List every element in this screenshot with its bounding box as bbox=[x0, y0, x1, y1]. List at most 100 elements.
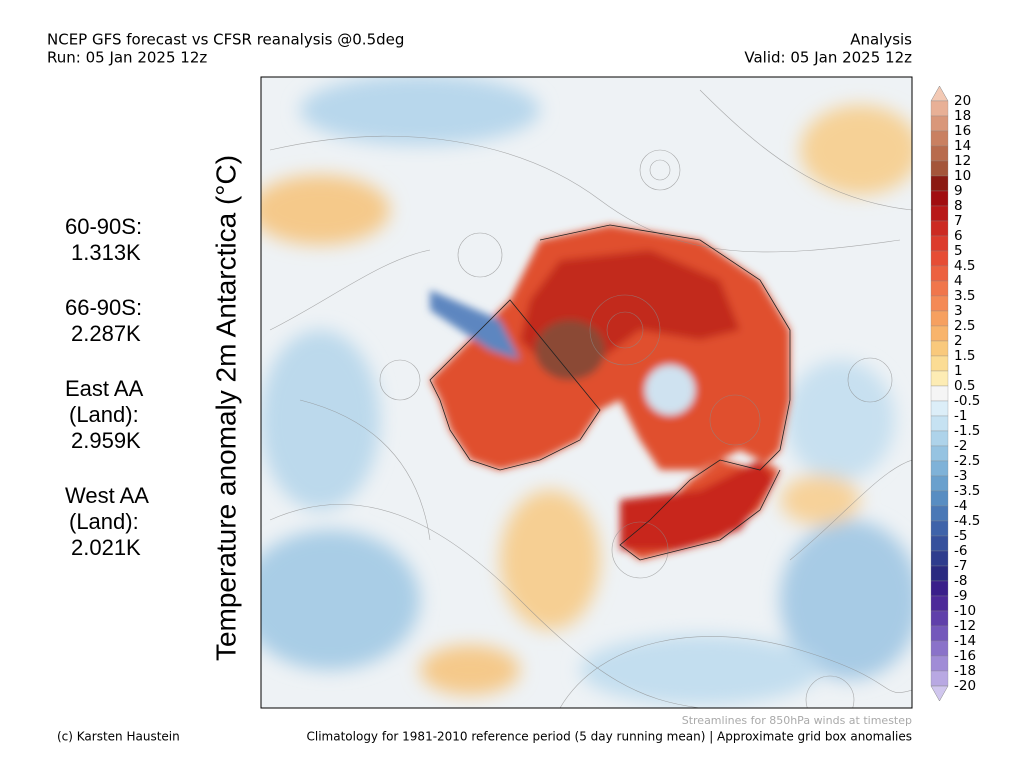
colorbar-label: -6 bbox=[954, 543, 967, 559]
colorbar-segment bbox=[930, 475, 949, 492]
colorbar-label: -16 bbox=[954, 648, 976, 664]
header-run: Run: 05 Jan 2025 12z bbox=[47, 49, 207, 67]
colorbar-segment bbox=[930, 505, 949, 522]
map-title: Temperature anomaly 2m Antarctica (°C) bbox=[210, 155, 241, 661]
colorbar-segment bbox=[930, 670, 949, 687]
colorbar-label: -7 bbox=[954, 558, 967, 574]
colorbar-segment bbox=[930, 265, 949, 282]
colorbar-segment bbox=[930, 460, 949, 477]
colorbar-segment bbox=[930, 415, 949, 432]
colorbar-label: 10 bbox=[954, 168, 971, 184]
colorbar-label: -4 bbox=[954, 498, 967, 514]
colorbar-label: 7 bbox=[954, 213, 963, 229]
colorbar-label: -2.5 bbox=[954, 453, 980, 469]
colorbar-label: 3 bbox=[954, 303, 963, 319]
colorbar-label: -4.5 bbox=[954, 513, 980, 529]
colorbar-segment bbox=[930, 310, 949, 327]
colorbar-segment bbox=[930, 490, 949, 507]
stat-label: (Land): bbox=[69, 509, 139, 534]
colorbar-segment bbox=[930, 520, 949, 537]
colorbar-segment bbox=[930, 160, 949, 177]
stat-value: 2.021K bbox=[71, 535, 141, 560]
colorbar-label: 3.5 bbox=[954, 288, 975, 304]
colorbar-segment bbox=[930, 655, 949, 672]
colorbar-label: -8 bbox=[954, 573, 967, 589]
colorbar-segment bbox=[930, 145, 949, 162]
stat-label: 66-90S: bbox=[65, 295, 142, 320]
map bbox=[261, 77, 912, 708]
colorbar-segment bbox=[930, 640, 949, 657]
colorbar-segment bbox=[930, 625, 949, 642]
colorbar-label: -3 bbox=[954, 468, 967, 484]
colorbar-label: 14 bbox=[954, 138, 971, 154]
climatology-note: Climatology for 1981-2010 reference peri… bbox=[307, 730, 913, 744]
colorbar-segment bbox=[930, 595, 949, 612]
colorbar-label: -10 bbox=[954, 603, 976, 619]
colorbar-label: 4 bbox=[954, 273, 963, 289]
colorbar-segment bbox=[930, 370, 949, 387]
colorbar-segment bbox=[930, 580, 949, 597]
colorbar-label: 5 bbox=[954, 243, 963, 259]
colorbar-label: 18 bbox=[954, 108, 971, 124]
colorbar-segment bbox=[930, 130, 949, 147]
colorbar-label: 8 bbox=[954, 198, 963, 214]
colorbar-label: -20 bbox=[954, 678, 976, 694]
colorbar-segment bbox=[930, 340, 949, 357]
colorbar-label: 9 bbox=[954, 183, 963, 199]
colorbar-segment bbox=[930, 430, 949, 447]
colorbar-segment bbox=[930, 565, 949, 582]
colorbar-segment bbox=[930, 385, 949, 402]
colorbar-label: -12 bbox=[954, 618, 976, 634]
colorbar-label: -3.5 bbox=[954, 483, 980, 499]
colorbar-segment bbox=[930, 610, 949, 627]
colorbar-segment bbox=[930, 325, 949, 342]
colorbar-label: 1.5 bbox=[954, 348, 975, 364]
colorbar-cap bbox=[930, 685, 949, 702]
header-valid: Valid: 05 Jan 2025 12z bbox=[744, 49, 912, 67]
colorbar-segment bbox=[930, 115, 949, 132]
colorbar-segment bbox=[930, 220, 949, 237]
colorbar-segment bbox=[930, 235, 949, 252]
header-mode: Analysis bbox=[850, 31, 912, 49]
colorbar-segment bbox=[930, 280, 949, 297]
colorbar-label: 12 bbox=[954, 153, 971, 169]
stat-label: 60-90S: bbox=[65, 214, 142, 239]
streamline-note: Streamlines for 850hPa winds at timestep bbox=[682, 714, 912, 727]
colorbar-label: -14 bbox=[954, 633, 976, 649]
colorbar-label: 0.5 bbox=[954, 378, 975, 394]
colorbar-segment bbox=[930, 535, 949, 552]
stat-label: (Land): bbox=[69, 402, 139, 427]
stat-value: 2.959K bbox=[71, 428, 141, 453]
stat-label: East AA bbox=[65, 376, 144, 401]
stat-value: 2.287K bbox=[71, 321, 141, 346]
colorbar-label: 1 bbox=[954, 363, 963, 379]
colorbar-label: -5 bbox=[954, 528, 967, 544]
colorbar-label: 2 bbox=[954, 333, 963, 349]
colorbar-label: -1.5 bbox=[954, 423, 980, 439]
map-frame bbox=[260, 76, 913, 709]
header-title: NCEP GFS forecast vs CFSR reanalysis @0.… bbox=[47, 31, 404, 49]
stat-value: 1.313K bbox=[71, 240, 141, 265]
colorbar-label: -1 bbox=[954, 408, 967, 424]
colorbar-segment bbox=[930, 100, 949, 117]
colorbar-label: 2.5 bbox=[954, 318, 975, 334]
colorbar-label: 16 bbox=[954, 123, 971, 139]
colorbar-segment bbox=[930, 190, 949, 207]
colorbar-label: -0.5 bbox=[954, 393, 980, 409]
colorbar-segment bbox=[930, 250, 949, 267]
colorbar-label: 6 bbox=[954, 228, 963, 244]
stat-label: West AA bbox=[65, 483, 149, 508]
colorbar-segment bbox=[930, 205, 949, 222]
colorbar-cap bbox=[930, 85, 949, 102]
colorbar-label: -9 bbox=[954, 588, 967, 604]
colorbar-label: 20 bbox=[954, 93, 971, 109]
credit: (c) Karsten Haustein bbox=[57, 730, 180, 744]
colorbar-label: -18 bbox=[954, 663, 976, 679]
colorbar-label: 4.5 bbox=[954, 258, 975, 274]
colorbar-segment bbox=[930, 400, 949, 417]
colorbar-label: -2 bbox=[954, 438, 967, 454]
colorbar-segment bbox=[930, 175, 949, 192]
colorbar-segment bbox=[930, 550, 949, 567]
